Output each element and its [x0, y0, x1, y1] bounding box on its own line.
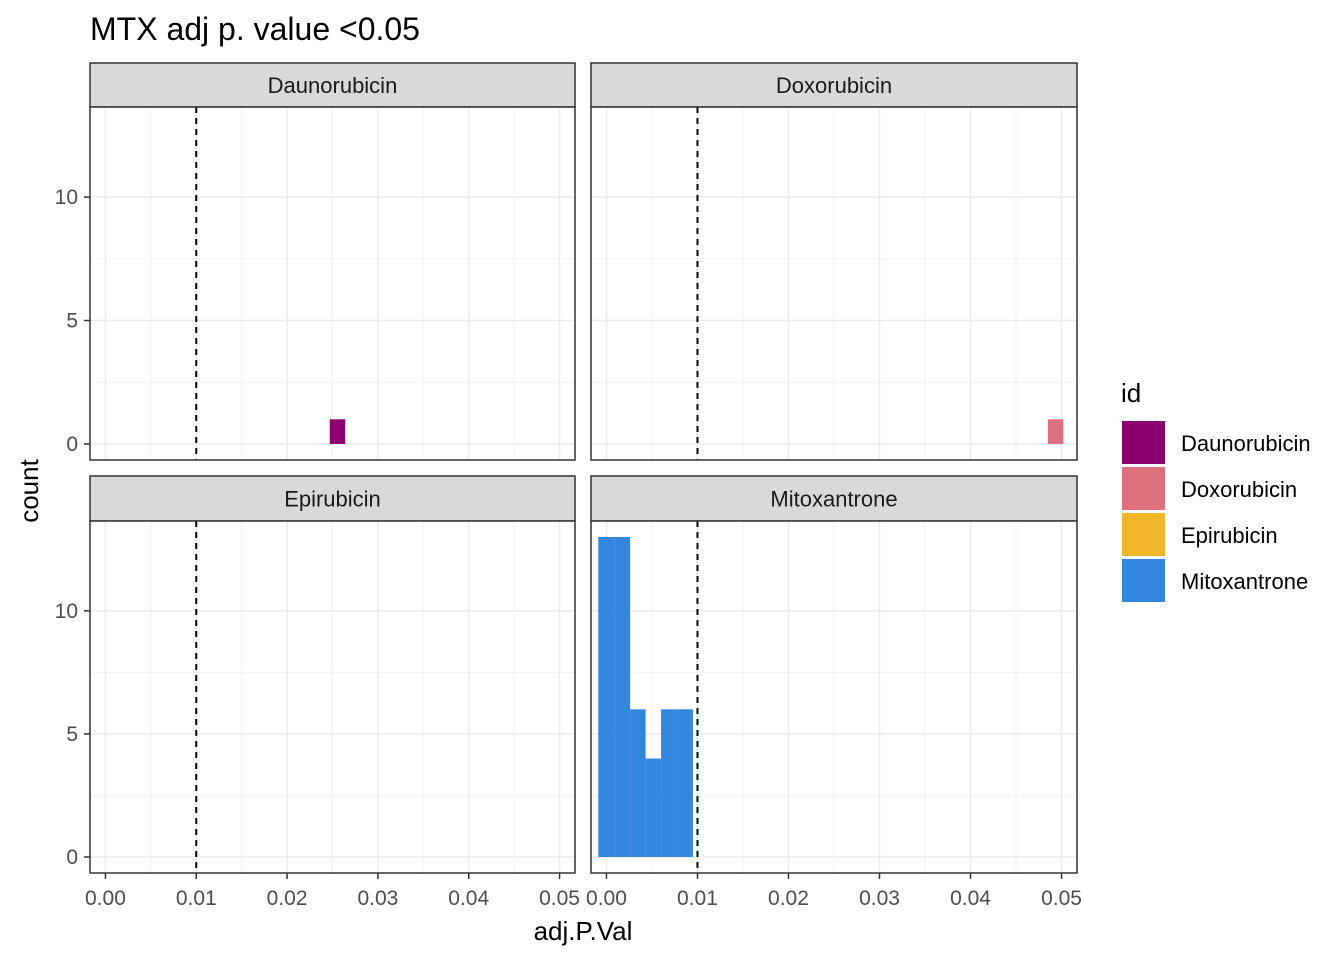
chart-title: MTX adj p. value <0.05	[90, 11, 420, 47]
histogram-bar	[598, 537, 615, 857]
panel-grid	[90, 107, 575, 460]
legend-label: Doxorubicin	[1181, 477, 1297, 502]
x-tick-label: 0.01	[176, 887, 217, 910]
x-tick-label: 0.03	[859, 887, 900, 910]
x-tick-label: 0.03	[357, 887, 398, 910]
y-tick-label: 10	[55, 600, 78, 623]
histogram-bar	[1047, 419, 1064, 444]
panel-border	[590, 106, 1078, 461]
x-tick-label: 0.00	[586, 887, 627, 910]
x-axes: 0.00 0.01 0.02 0.03 0.04 0.05 0.00 0.01 0.02 0.03…	[85, 873, 1082, 910]
histogram-bar	[329, 419, 346, 444]
x-axis-title: adj.P.Val	[534, 916, 633, 946]
panel-border	[590, 520, 1078, 874]
x-tick-label: 0.05	[539, 887, 580, 910]
facet-panels: Daunorubicin Doxorubicin Epirubicin Mitoxan…	[89, 62, 1078, 874]
legend: id Daunorubicin Doxorubicin Epirubicin Mito…	[1121, 378, 1311, 602]
facet-strip-label: Epirubicin	[284, 487, 381, 512]
histogram-bar	[614, 537, 631, 857]
histogram-bars	[1047, 419, 1064, 444]
histogram-bar	[645, 758, 662, 857]
legend-title: id	[1121, 378, 1141, 408]
x-tick-label: 0.00	[85, 887, 126, 910]
facet-strip-label: Daunorubicin	[268, 73, 398, 98]
facet-panel-epirubicin: Epirubicin	[89, 475, 576, 874]
x-tick-label: 0.02	[768, 887, 809, 910]
facet-panel-daunorubicin: Daunorubicin	[89, 62, 576, 461]
facet-panel-doxorubicin: Doxorubicin	[590, 62, 1078, 461]
legend-swatch	[1122, 559, 1165, 602]
legend-swatch	[1122, 421, 1165, 464]
facet-panel-mitoxantrone: Mitoxantrone	[590, 475, 1078, 874]
legend-label: Daunorubicin	[1181, 431, 1311, 456]
histogram-bar	[661, 709, 678, 857]
x-tick-label: 0.04	[950, 887, 991, 910]
facet-strip	[590, 475, 1078, 522]
y-tick-label: 5	[66, 723, 78, 746]
facet-strip-label: Mitoxantrone	[770, 487, 897, 512]
histogram-bars	[598, 537, 693, 857]
legend-label: Mitoxantrone	[1181, 569, 1308, 594]
histogram-bars	[329, 419, 346, 444]
panel-border	[89, 520, 576, 874]
y-tick-label: 5	[66, 310, 78, 333]
x-tick-label: 0.02	[267, 887, 308, 910]
legend-swatch	[1122, 467, 1165, 510]
x-tick-label: 0.04	[448, 887, 489, 910]
facet-strip	[89, 475, 576, 522]
facet-strip-label: Doxorubicin	[776, 73, 892, 98]
y-axis-title: count	[14, 458, 44, 522]
facet-strip	[590, 62, 1078, 108]
y-axes: 0 5 10 0 5 10	[55, 186, 90, 869]
y-tick-label: 0	[66, 433, 78, 456]
panel-border	[89, 106, 576, 461]
x-tick-label: 0.01	[677, 887, 718, 910]
panel-grid	[90, 521, 575, 873]
legend-label: Epirubicin	[1181, 523, 1278, 548]
x-tick-label: 0.05	[1041, 887, 1082, 910]
legend-swatch	[1122, 513, 1165, 556]
y-tick-label: 10	[55, 186, 78, 209]
facet-strip	[89, 62, 576, 108]
histogram-bar	[677, 709, 693, 857]
histogram-bar	[630, 709, 646, 857]
y-tick-label: 0	[66, 846, 78, 869]
